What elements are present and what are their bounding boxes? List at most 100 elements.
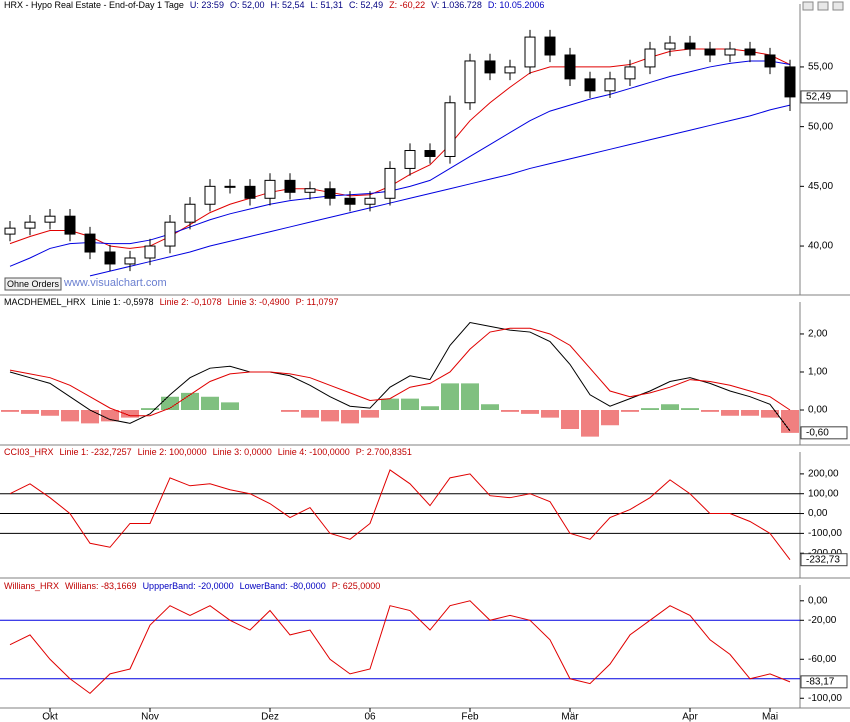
candle-body (264, 179, 276, 199)
x-tick-label: 06 (364, 712, 376, 722)
candle-body (324, 188, 336, 199)
candle-body (84, 233, 96, 253)
candle-body (544, 36, 556, 56)
ohne-orders[interactable]: Ohne Orders (4, 277, 62, 291)
header-part: O: 52,00 (230, 0, 265, 10)
y-tick-label: -100,00 (808, 693, 842, 704)
y-tick-label: 0,00 (808, 508, 828, 519)
candle-body (4, 227, 16, 235)
candle-body (224, 185, 236, 188)
candle-body (44, 215, 56, 223)
y-tick-label: 55,00 (808, 62, 833, 73)
x-tick-label: Apr (682, 712, 698, 722)
y-tick-label: 0,00 (808, 595, 828, 606)
y-tick-label: 45,00 (808, 181, 833, 192)
candle-body (284, 179, 296, 193)
value-tag-label: 52,49 (806, 92, 831, 103)
y-tick-label: -20,00 (808, 615, 837, 626)
header-part: D: 10.05.2006 (488, 0, 545, 10)
header-part: Linie 3: -0,4900 (228, 297, 290, 307)
y-tick-label: -100,00 (808, 528, 842, 539)
y-tick-label: 40,00 (808, 241, 833, 252)
button-close[interactable] (832, 1, 844, 11)
value-tag-label: -0,60 (806, 427, 829, 438)
candle-body (484, 60, 496, 74)
header-part: Linie 1: -0,5978 (92, 297, 154, 307)
x-tick-label: Mär (561, 712, 579, 722)
candle-body (584, 78, 596, 92)
header-part: C: 52,49 (349, 0, 383, 10)
y-tick-label: -60,00 (808, 654, 837, 665)
candle-body (144, 245, 156, 259)
candle-body (244, 185, 256, 199)
candle-body (644, 48, 656, 68)
candle-body (704, 48, 716, 56)
candle-body (104, 251, 116, 265)
y-tick-label: 100,00 (808, 488, 839, 499)
y-tick-label: 2,00 (808, 329, 828, 340)
indicator-line (9, 48, 791, 249)
header-part: Linie 1: -232,7257 (60, 447, 132, 457)
header-part: V: 1.036.728 (431, 0, 482, 10)
candle-body (24, 221, 36, 229)
candle-body (364, 197, 376, 205)
candle-body (744, 48, 756, 56)
value-tag-label: -232,73 (806, 554, 840, 565)
indicator-line (9, 322, 791, 432)
value-tag-label: -83,17 (806, 676, 835, 687)
y-tick-label: 50,00 (808, 121, 833, 132)
header-part: MACDHEMEL_HRX (4, 297, 86, 307)
header-part: Linie 4: -100,0000 (278, 447, 350, 457)
header-part: HRX - Hypo Real Estate - End-of-Day 1 Ta… (4, 0, 184, 10)
candle-body (304, 188, 316, 193)
candle-body (564, 54, 576, 80)
x-tick-label: Nov (141, 712, 159, 722)
header-part: Linie 2: 100,0000 (138, 447, 207, 457)
candle-body (124, 257, 136, 265)
indicator-line (9, 469, 791, 561)
button-minimize[interactable] (802, 1, 814, 11)
candle-body (524, 36, 536, 68)
value-tag (800, 426, 848, 440)
candle-body (504, 66, 516, 74)
header-part: Linie 2: -0,1078 (160, 297, 222, 307)
candle-body (444, 102, 456, 157)
candle-body (204, 185, 216, 205)
candle-body (464, 60, 476, 104)
y-tick-label: 0,00 (808, 405, 828, 416)
indicator-line (9, 327, 791, 417)
header-part: Linie 3: 0,0000 (213, 447, 272, 457)
candle-body (164, 221, 176, 247)
candle-body (684, 42, 696, 50)
header-part: Z: -60,22 (389, 0, 425, 10)
x-tick-label: Okt (42, 712, 58, 722)
indicator-line (89, 104, 791, 277)
candle-body (184, 203, 196, 223)
window-buttons[interactable] (802, 1, 844, 11)
candle-body (424, 150, 436, 157)
candle-body (764, 54, 776, 68)
value-tag (800, 553, 848, 567)
button-maximize[interactable] (817, 1, 829, 11)
candle-body (384, 167, 396, 199)
panel-header: MACDHEMEL_HRX Linie 1: -0,5978 Linie 2: -0… (4, 297, 339, 307)
y-tick-label: 1,00 (808, 367, 828, 378)
value-tag (800, 90, 848, 104)
x-tick-label: Dez (261, 712, 279, 722)
header-part: P: 625,0000 (332, 581, 381, 591)
button-frame[interactable] (4, 277, 62, 291)
panel-header: CCI03_HRX Linie 1: -232,7257 Linie 2: 100,… (4, 447, 412, 457)
watermark: www.visualchart.com (63, 277, 167, 289)
x-tick-label: Feb (461, 712, 479, 722)
button-label[interactable]: Ohne Orders (7, 279, 60, 289)
value-tag (800, 675, 848, 689)
candle-body (784, 66, 796, 98)
header-part: H: 52,54 (270, 0, 304, 10)
y-tick-label: 200,00 (808, 469, 839, 480)
panel-header: HRX - Hypo Real Estate - End-of-Day 1 Ta… (4, 0, 544, 10)
header-part: Willians_HRX (4, 581, 59, 591)
candle-body (724, 48, 736, 56)
header-part: CCI03_HRX (4, 447, 54, 457)
